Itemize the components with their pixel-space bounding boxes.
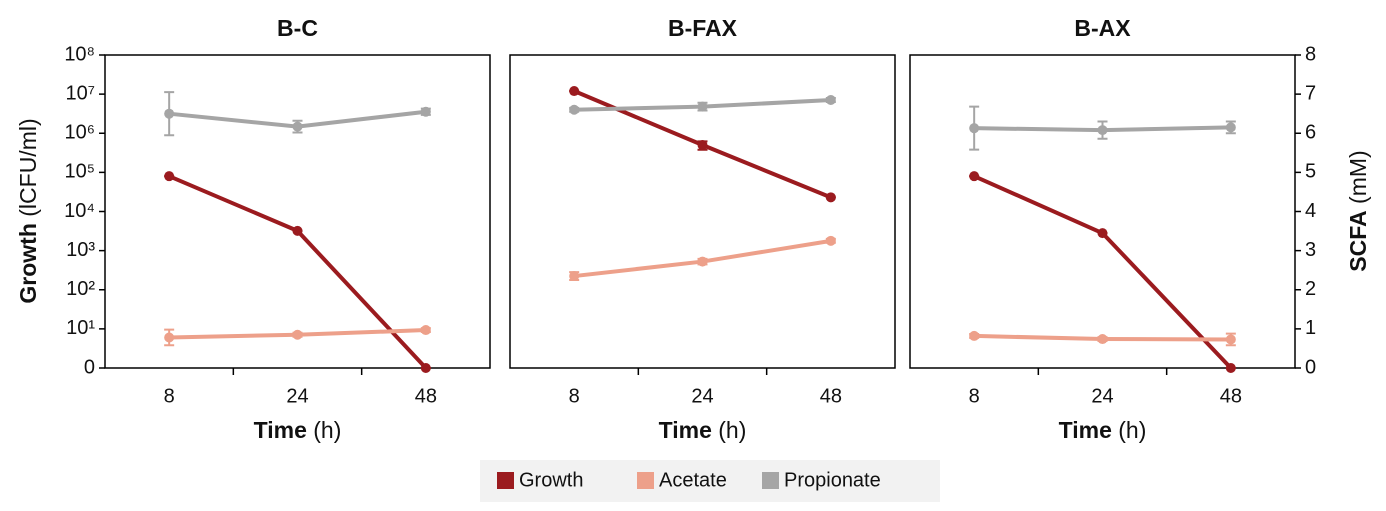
data-point xyxy=(1225,334,1236,345)
x-axis-label: Time (h) xyxy=(659,417,747,443)
legend-swatch xyxy=(762,472,779,489)
x-label-unit: (h) xyxy=(1118,417,1146,443)
data-point xyxy=(569,104,580,115)
y2-tick-label: 0 xyxy=(1305,356,1316,378)
x-axis-label: Time (h) xyxy=(1059,417,1147,443)
data-point xyxy=(1225,363,1236,373)
y-label-unit: (lCFU/ml) xyxy=(15,118,41,216)
panel-title: B-FAX xyxy=(668,15,738,41)
x-label-main: Time xyxy=(254,417,307,443)
y-axis-label: Growth (lCFU/ml) xyxy=(15,118,41,303)
y-tick-label: 0 xyxy=(84,356,95,378)
y-tick-label: 10⁴ xyxy=(64,200,95,222)
data-point xyxy=(1097,125,1108,136)
x-tick-label: 8 xyxy=(969,385,980,407)
x-axis-label: Time (h) xyxy=(254,417,342,443)
data-point xyxy=(969,171,980,182)
x-tick-label: 48 xyxy=(415,385,437,407)
data-point xyxy=(569,271,580,282)
y-tick-label: 10² xyxy=(66,278,95,300)
data-point xyxy=(164,171,175,182)
y2-tick-label: 4 xyxy=(1305,200,1316,222)
data-point xyxy=(825,235,836,246)
legend-label: Growth xyxy=(519,469,583,491)
x-tick-label: 24 xyxy=(1091,385,1113,407)
data-point xyxy=(569,86,580,97)
y2-label-unit: (mM) xyxy=(1345,150,1371,204)
data-point xyxy=(1097,334,1108,345)
data-point xyxy=(292,329,303,340)
data-point xyxy=(969,330,980,341)
y-tick-label: 10⁶ xyxy=(65,122,95,144)
x-tick-label: 24 xyxy=(286,385,308,407)
x-tick-label: 8 xyxy=(569,385,580,407)
legend-box xyxy=(480,460,940,502)
data-point xyxy=(292,121,303,132)
x-tick-label: 24 xyxy=(691,385,713,407)
y-tick-label: 10³ xyxy=(66,239,95,261)
y2-axis-label: SCFA (mM) xyxy=(1345,150,1371,271)
legend-swatch xyxy=(637,472,654,489)
y-tick-label: 10¹ xyxy=(66,317,95,339)
y2-tick-label: 3 xyxy=(1305,239,1316,261)
data-point xyxy=(420,106,431,117)
data-point xyxy=(420,325,431,336)
y2-label-main: SCFA xyxy=(1345,210,1371,271)
data-point xyxy=(1097,228,1108,239)
x-label-unit: (h) xyxy=(313,417,341,443)
data-point xyxy=(825,94,836,105)
y2-tick-label: 6 xyxy=(1305,122,1316,144)
panel-title: B-AX xyxy=(1074,15,1131,41)
x-tick-label: 48 xyxy=(820,385,842,407)
x-label-main: Time xyxy=(659,417,712,443)
y2-tick-label: 1 xyxy=(1305,317,1316,339)
data-point xyxy=(1225,122,1236,133)
data-point xyxy=(825,192,836,203)
y2-tick-label: 5 xyxy=(1305,161,1316,183)
legend-swatch xyxy=(497,472,514,489)
data-point xyxy=(164,332,175,343)
data-point xyxy=(969,123,980,134)
data-point xyxy=(697,256,708,267)
y2-tick-label: 2 xyxy=(1305,278,1316,300)
y-tick-label: 10⁷ xyxy=(66,82,95,104)
data-point xyxy=(420,363,431,373)
x-tick-label: 48 xyxy=(1220,385,1242,407)
data-point xyxy=(697,101,708,112)
plot-frame xyxy=(104,54,491,369)
plot-frame xyxy=(509,54,896,369)
y-tick-label: 10⁸ xyxy=(64,43,95,65)
y-tick-label: 10⁵ xyxy=(64,161,95,183)
x-label-main: Time xyxy=(1059,417,1112,443)
y-label-main: Growth xyxy=(15,223,41,304)
x-tick-label: 8 xyxy=(164,385,175,407)
data-point xyxy=(697,140,708,151)
legend-label: Acetate xyxy=(659,469,727,491)
panel-title: B-C xyxy=(277,15,318,41)
data-point xyxy=(164,108,175,119)
y2-tick-label: 8 xyxy=(1305,43,1316,65)
y2-tick-label: 7 xyxy=(1305,82,1316,104)
legend-label: Propionate xyxy=(784,469,881,491)
x-label-unit: (h) xyxy=(718,417,746,443)
plot-frame xyxy=(909,54,1296,369)
data-point xyxy=(292,225,303,236)
